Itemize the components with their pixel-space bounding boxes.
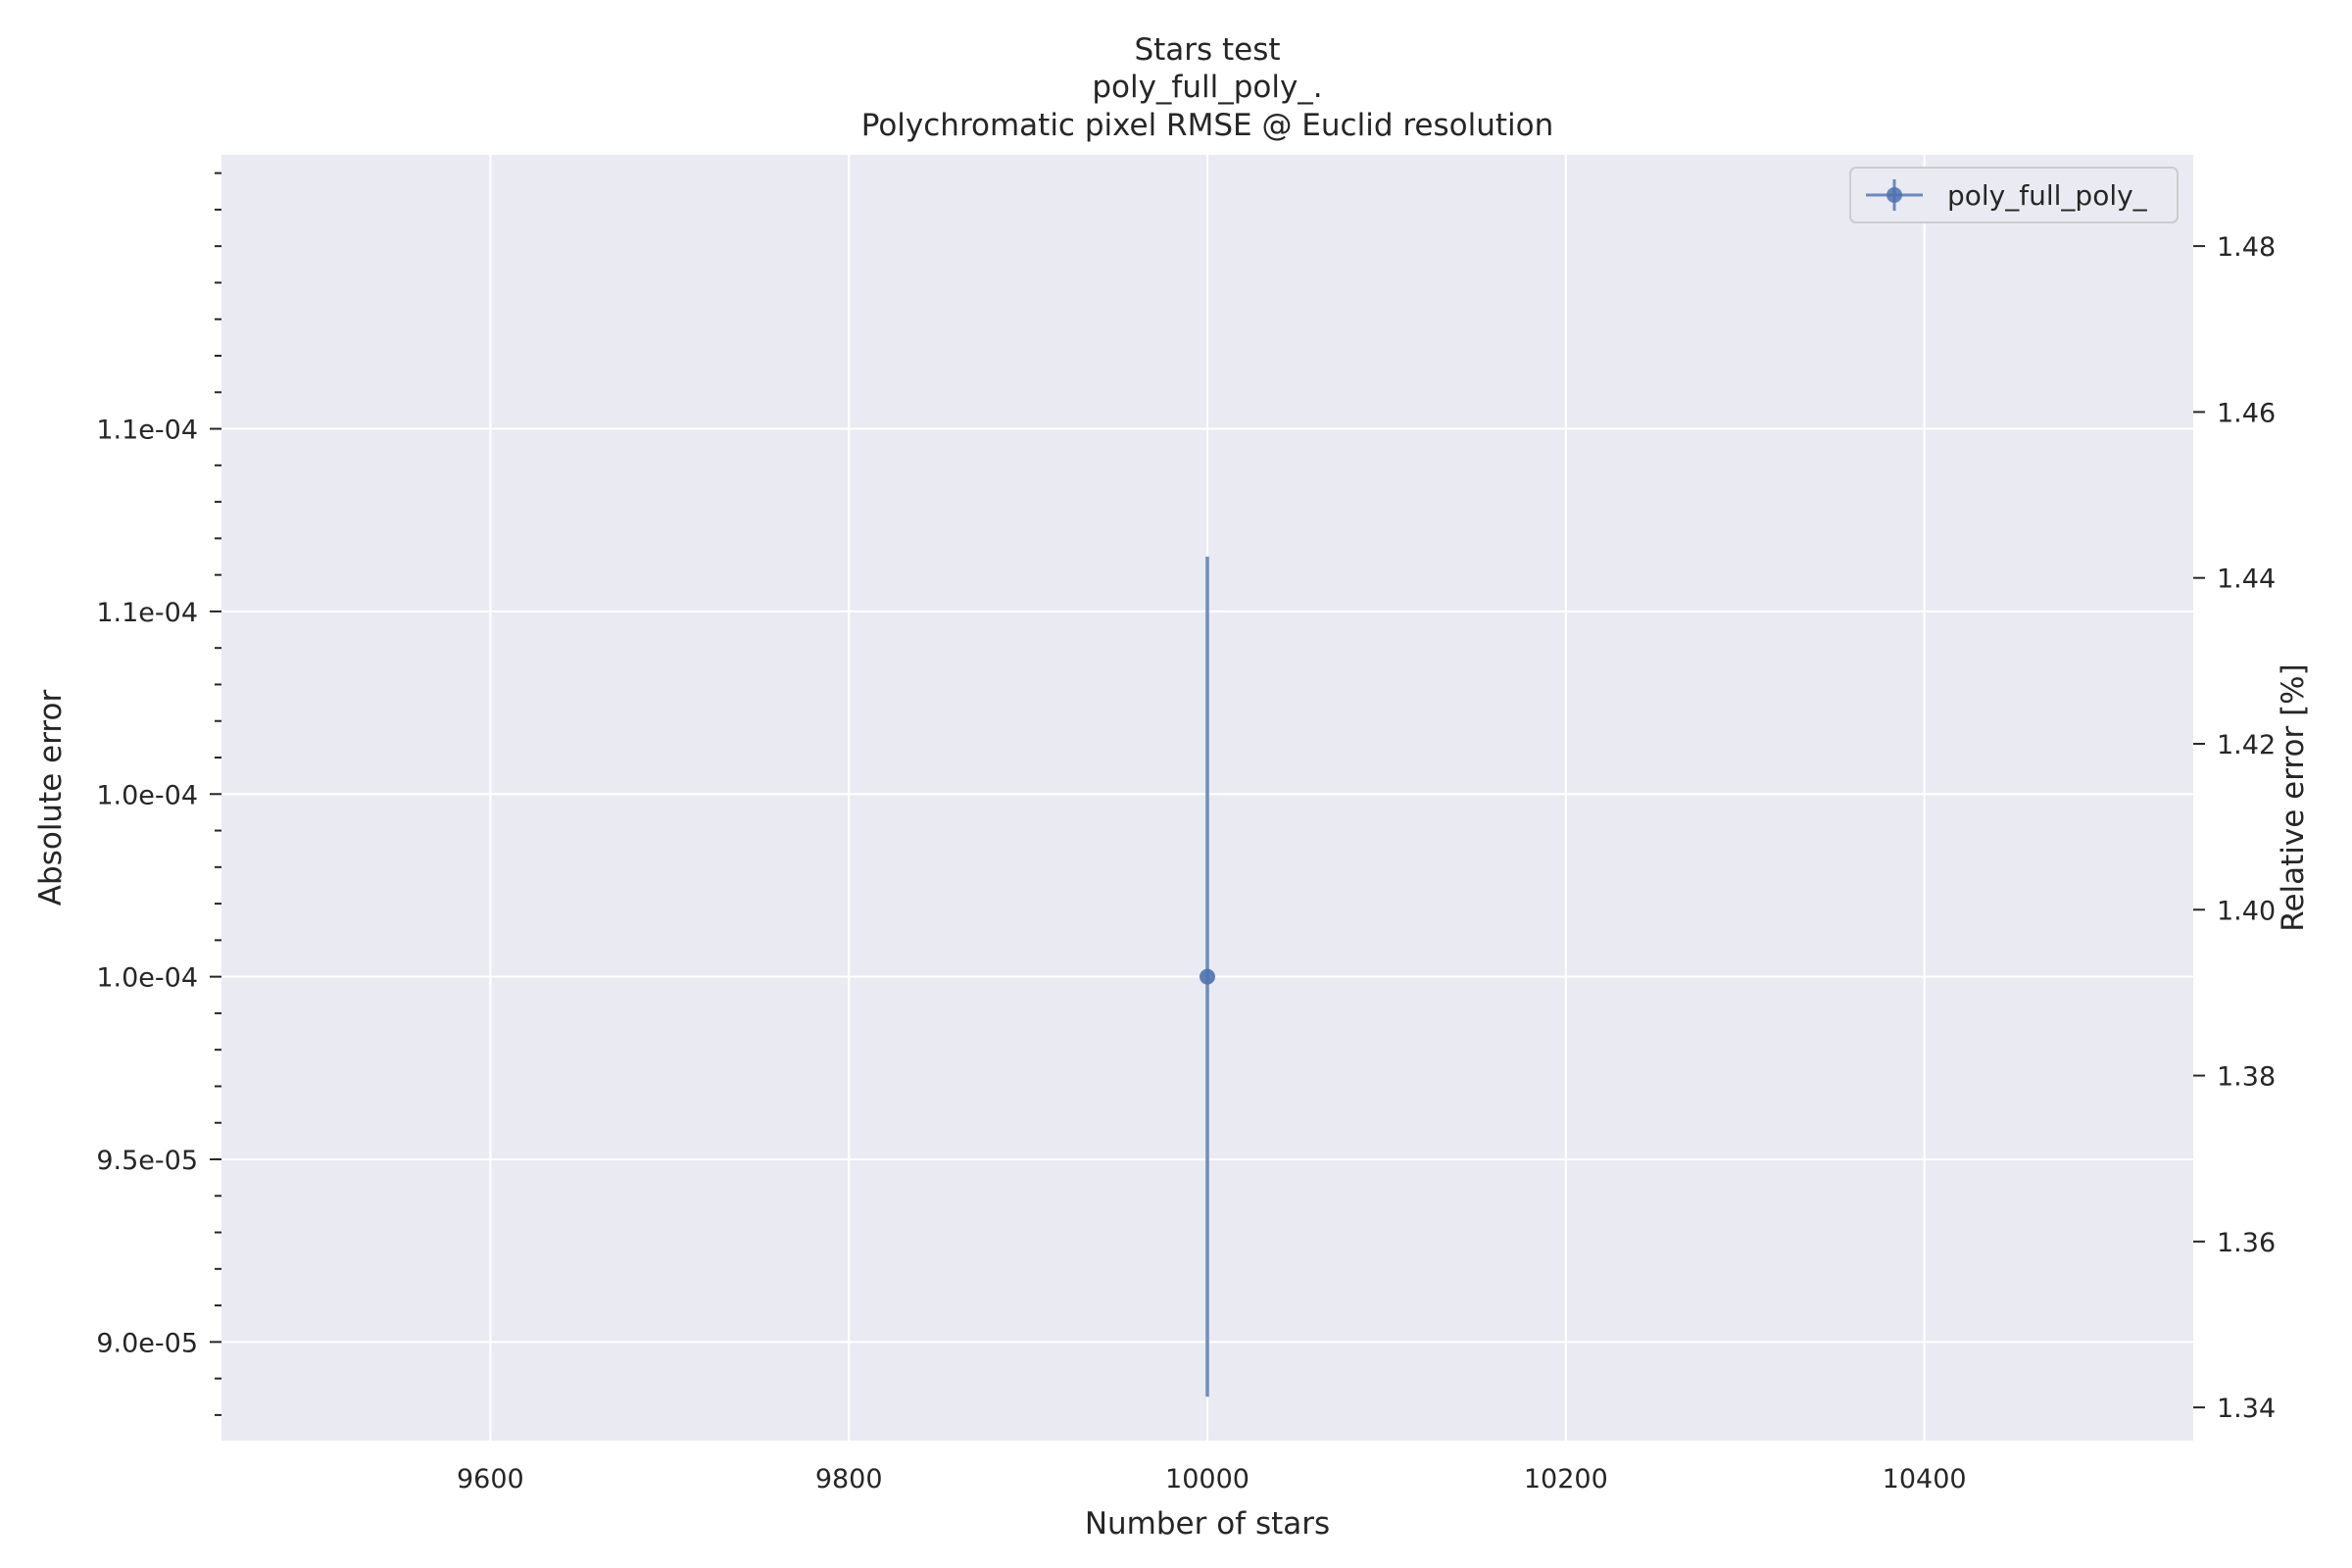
y2-tick-label-2: 1.38	[2217, 1062, 2276, 1093]
y2-axis: 1.34 1.36 1.38 1.40 1.42 1.44 1.46 1.48	[2193, 232, 2276, 1424]
x-axis-label: Number of stars	[1085, 1506, 1330, 1542]
y-axis-label: Absolute error	[33, 690, 69, 906]
y-axis: 9.0e-05 9.5e-05 1.0e-04 1.0e-04 1.1e-04 1.1e-…	[96, 172, 221, 1416]
chart-title: Stars test	[1134, 32, 1280, 68]
y2-tick-label-3: 1.40	[2217, 896, 2276, 926]
y2-tick-label-1: 1.36	[2217, 1228, 2276, 1258]
chart-subtitle: poly_full_poly_.	[1092, 70, 1322, 105]
data-point-0-0	[1200, 968, 1215, 985]
y-tick-label-4: 1.1e-04	[96, 598, 198, 628]
legend-box	[1849, 167, 2179, 223]
y2-axis-label: Relative error [%]	[2276, 663, 2311, 931]
x-tick-label-0: 9600	[457, 1464, 524, 1494]
x-tick-label-1: 9800	[815, 1464, 883, 1494]
y2-tick-label-7: 1.48	[2217, 232, 2276, 263]
x-axis: 9600 9800 10000 10200 10400	[457, 1464, 1967, 1494]
chart-subtitle-2: Polychromatic pixel RMSE @ Euclid resolu…	[861, 108, 1554, 143]
y-tick-label-0: 9.0e-05	[96, 1328, 198, 1358]
x-tick-label-4: 10400	[1883, 1464, 1967, 1494]
series-layer	[1200, 557, 1215, 1397]
x-tick-label-3: 10200	[1524, 1464, 1608, 1494]
legend-marker	[1886, 187, 1902, 203]
legend: poly_full_poly_	[1849, 167, 2179, 223]
y-tick-label-3: 1.0e-04	[96, 780, 198, 810]
y2-tick-label-6: 1.46	[2217, 398, 2276, 428]
legend-entry-poly_full_poly_: poly_full_poly_	[1947, 179, 2148, 212]
y2-tick-label-0: 1.34	[2217, 1394, 2276, 1424]
y-tick-label-1: 9.5e-05	[96, 1146, 198, 1176]
x-tick-label-2: 10000	[1165, 1464, 1250, 1494]
y-tick-label-5: 1.1e-04	[96, 416, 198, 446]
y2-tick-label-5: 1.44	[2217, 564, 2276, 595]
y2-tick-label-4: 1.42	[2217, 730, 2276, 760]
y-tick-label-2: 1.0e-04	[96, 963, 198, 994]
